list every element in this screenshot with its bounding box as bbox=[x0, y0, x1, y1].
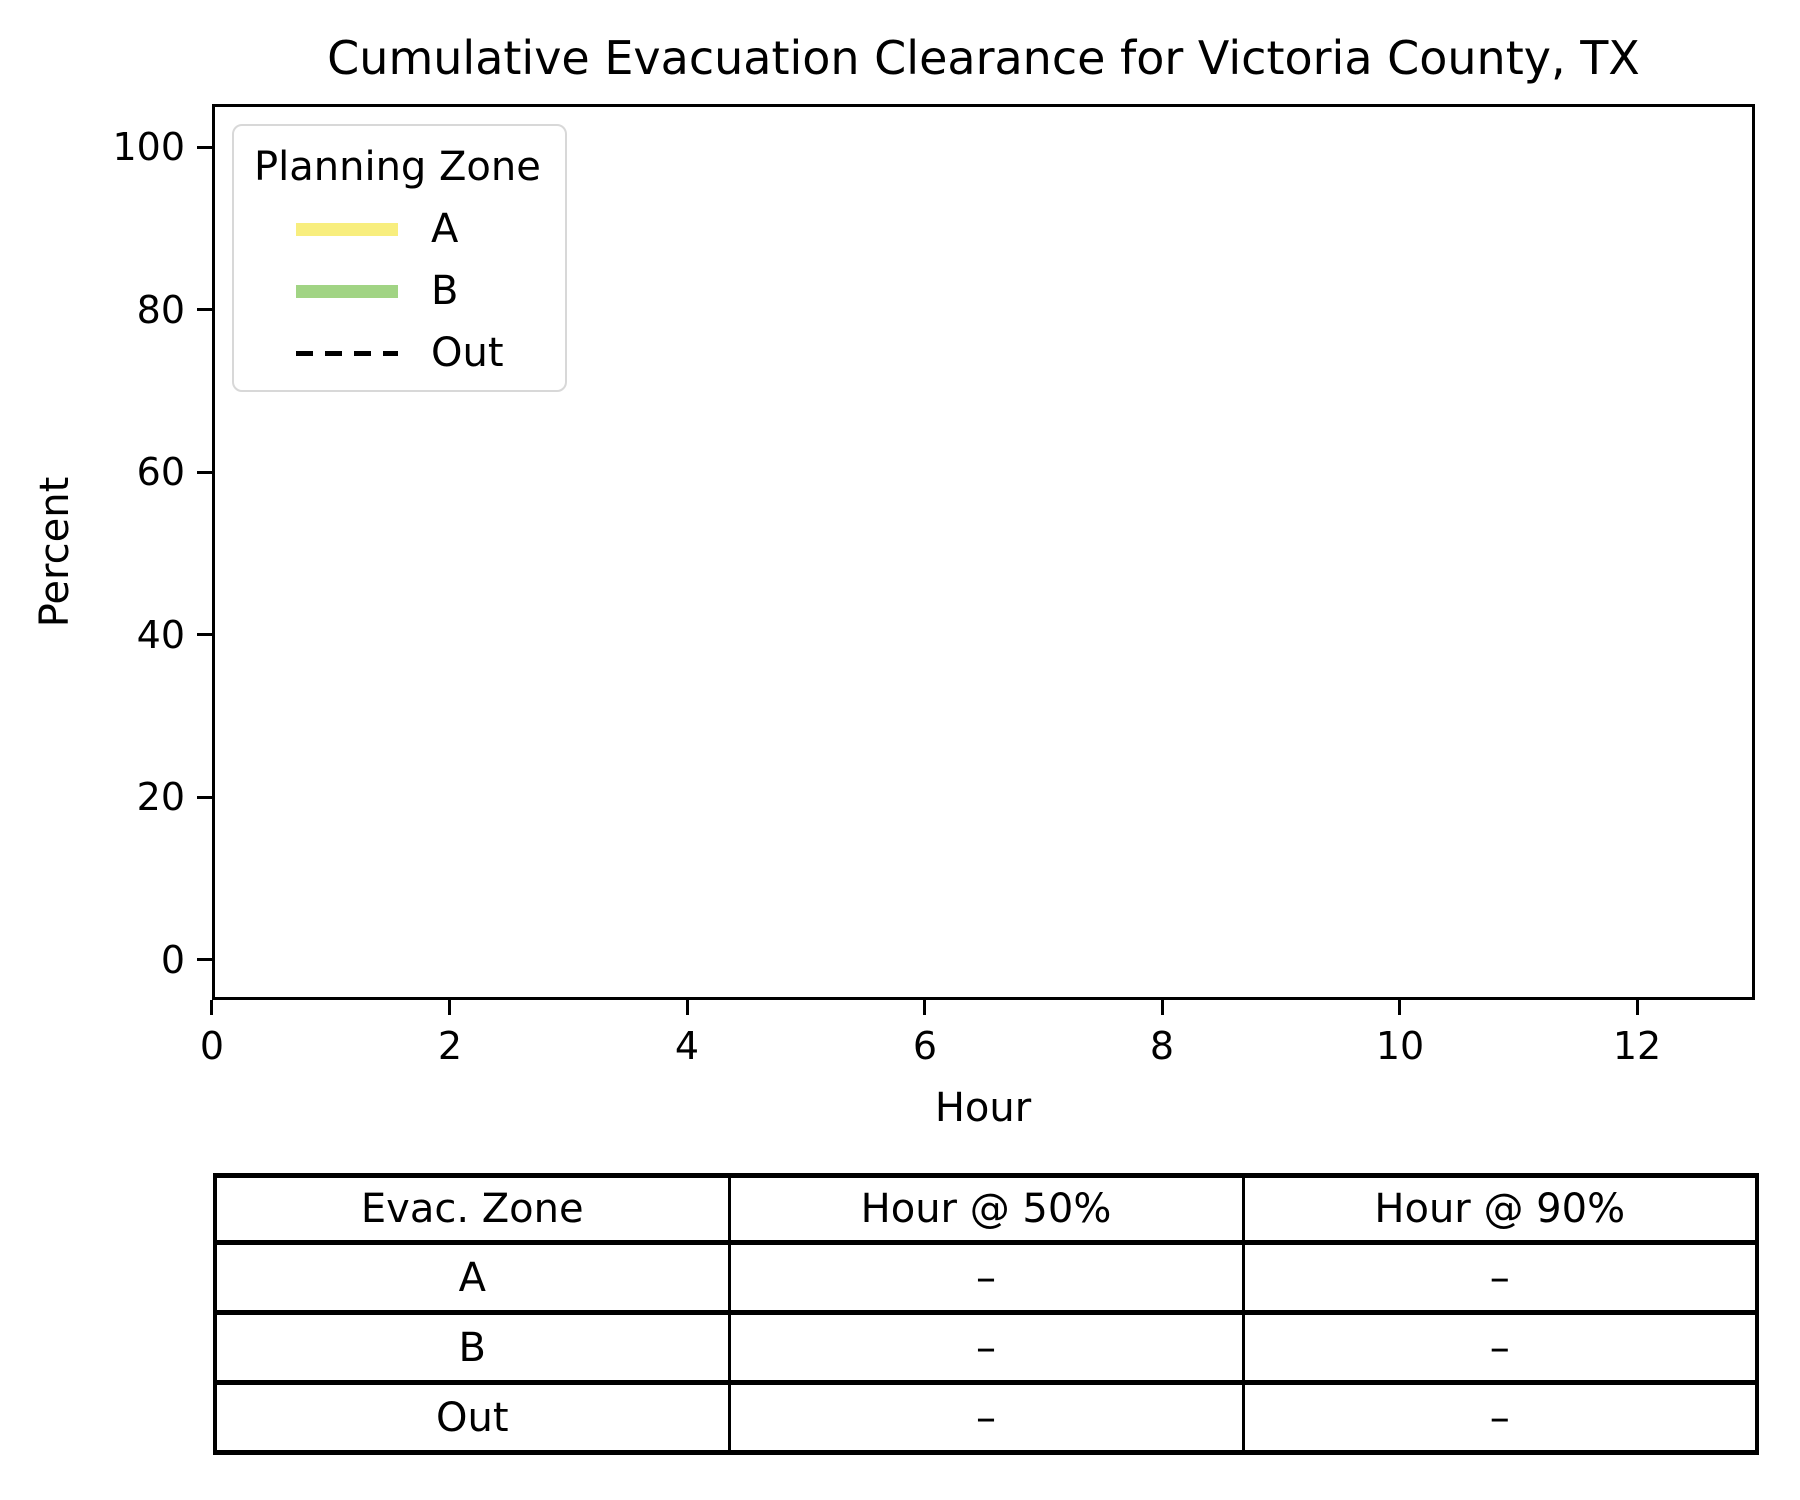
x-tick-label: 0 bbox=[199, 1024, 225, 1068]
legend-entry-out: Out bbox=[234, 322, 565, 384]
y-tick-mark bbox=[197, 633, 212, 636]
y-tick-mark bbox=[197, 958, 212, 961]
plot-area: Planning Zone A B Out bbox=[212, 104, 1755, 1000]
x-tick-mark bbox=[1636, 1000, 1639, 1015]
cell-hour-50: – bbox=[727, 1240, 1245, 1315]
legend-label-b: B bbox=[431, 268, 459, 314]
legend-swatch-a bbox=[296, 222, 398, 236]
legend-swatch-b bbox=[296, 284, 398, 298]
x-tick-mark bbox=[686, 1000, 689, 1015]
y-tick-mark bbox=[197, 471, 212, 474]
x-tick-label: 8 bbox=[1149, 1024, 1175, 1068]
cell-hour-50: – bbox=[727, 1380, 1245, 1455]
y-tick-label: 80 bbox=[136, 288, 185, 332]
y-tick-label: 100 bbox=[112, 125, 185, 169]
cell-hour-90: – bbox=[1241, 1380, 1759, 1455]
legend-entry-a: A bbox=[234, 198, 565, 260]
table-row-out: Out – – bbox=[213, 1380, 1759, 1455]
summary-table: Evac. Zone Hour @ 50% Hour @ 90% A – – B… bbox=[213, 1173, 1759, 1455]
cell-zone: Out bbox=[213, 1380, 731, 1455]
y-tick-mark bbox=[197, 796, 212, 799]
x-tick-mark bbox=[923, 1000, 926, 1015]
x-tick-label: 2 bbox=[437, 1024, 463, 1068]
x-tick-mark bbox=[448, 1000, 451, 1015]
y-tick-label: 0 bbox=[160, 938, 185, 982]
y-tick-label: 60 bbox=[136, 450, 185, 494]
x-tick-label: 12 bbox=[1612, 1024, 1662, 1068]
cell-zone: B bbox=[213, 1310, 731, 1385]
cell-hour-50: – bbox=[727, 1310, 1245, 1385]
y-tick-mark bbox=[197, 146, 212, 149]
table-header-evac-zone: Evac. Zone bbox=[213, 1173, 731, 1245]
x-tick-label: 10 bbox=[1375, 1024, 1425, 1068]
x-tick-mark bbox=[210, 1000, 213, 1015]
x-axis-label: Hour bbox=[934, 1085, 1032, 1131]
legend-label-a: A bbox=[431, 206, 459, 252]
legend-title: Planning Zone bbox=[254, 144, 541, 190]
cell-hour-90: – bbox=[1241, 1310, 1759, 1385]
legend-label-out: Out bbox=[431, 330, 504, 376]
y-tick-label: 20 bbox=[136, 775, 185, 819]
table-row-b: B – – bbox=[213, 1310, 1759, 1385]
legend-swatch-out-dashed-line bbox=[296, 350, 398, 356]
table-header-row: Evac. Zone Hour @ 50% Hour @ 90% bbox=[213, 1173, 1759, 1245]
x-tick-mark bbox=[1398, 1000, 1401, 1015]
table-header-hour-50: Hour @ 50% bbox=[727, 1173, 1245, 1245]
legend-entry-b: B bbox=[234, 260, 565, 322]
y-tick-label: 40 bbox=[136, 613, 185, 657]
x-tick-mark bbox=[1161, 1000, 1164, 1015]
cell-hour-90: – bbox=[1241, 1240, 1759, 1315]
chart-title: Cumulative Evacuation Clearance for Vict… bbox=[327, 31, 1640, 85]
table-header-hour-90: Hour @ 90% bbox=[1241, 1173, 1759, 1245]
y-tick-mark bbox=[197, 308, 212, 311]
legend: Planning Zone A B Out bbox=[232, 124, 567, 392]
y-axis-label: Percent bbox=[32, 476, 78, 628]
x-tick-label: 6 bbox=[912, 1024, 938, 1068]
table-row-a: A – – bbox=[213, 1240, 1759, 1315]
cell-zone: A bbox=[213, 1240, 731, 1315]
x-tick-label: 4 bbox=[674, 1024, 700, 1068]
